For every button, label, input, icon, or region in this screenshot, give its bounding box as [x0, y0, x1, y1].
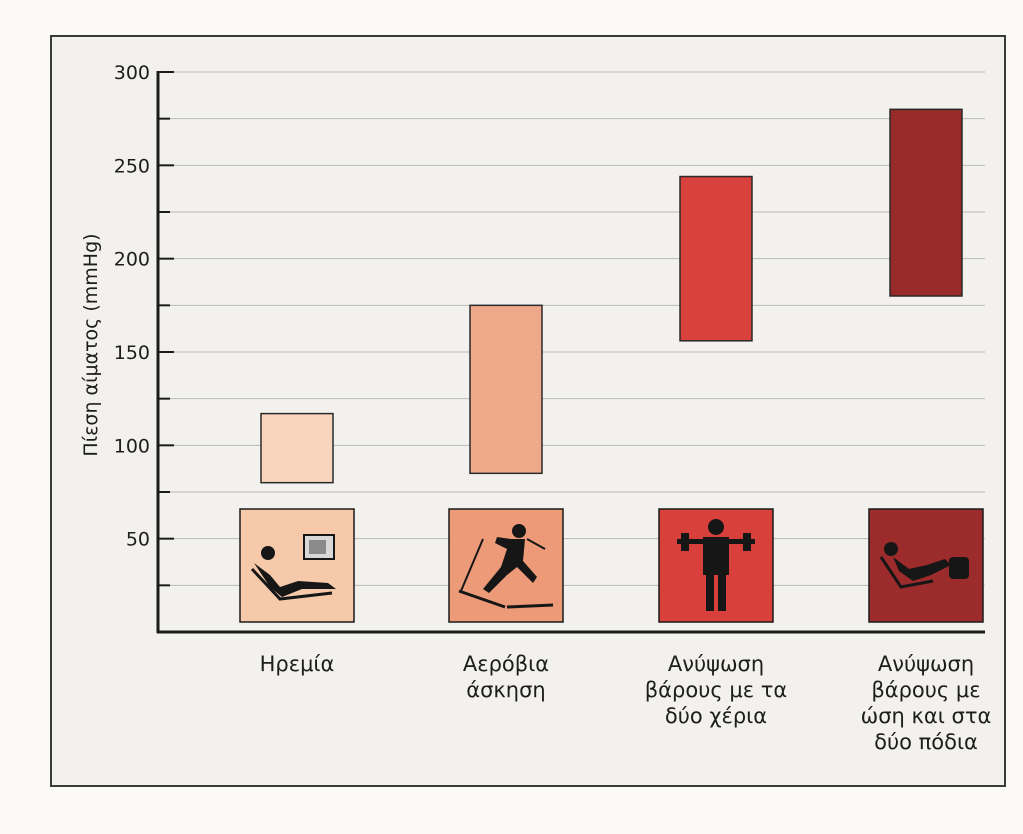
y-tick-label: 200 — [114, 249, 150, 271]
y-tick-label: 50 — [126, 529, 150, 551]
icons — [239, 508, 984, 623]
category-label: δύο πόδια — [874, 730, 978, 754]
head-shape — [261, 546, 275, 560]
leg-shape — [706, 573, 714, 611]
icon-box — [239, 508, 355, 623]
pole-shape — [526, 538, 546, 550]
tv-screen — [309, 540, 326, 554]
ski-shape — [506, 603, 554, 609]
cross-country-skier-icon — [448, 508, 564, 623]
chair-shape — [250, 567, 333, 601]
torso-shape — [703, 537, 729, 575]
category-label: άσκηση — [466, 678, 545, 702]
seat-shape — [879, 556, 934, 589]
leg-press-icon — [868, 508, 984, 623]
range-bar — [469, 304, 543, 475]
y-axis-label: Πίεση αίματος (mmHg) — [80, 233, 102, 456]
y-tick-label: 250 — [114, 155, 150, 177]
category-label: Ηρεμία — [260, 652, 335, 676]
category-label: δύο χέρια — [665, 704, 767, 728]
y-tick-label: 100 — [114, 435, 150, 457]
y-tick-label: 150 — [114, 342, 150, 364]
head-shape — [708, 519, 724, 535]
head-shape — [884, 542, 898, 556]
pole-shape — [460, 538, 484, 592]
weight-stack-shape — [949, 557, 969, 579]
category-label: βάρους με τα — [645, 678, 787, 702]
category-label: βάρους με — [871, 678, 980, 702]
ski-shape — [458, 589, 506, 609]
plate-shape — [743, 533, 751, 551]
ticks: 50 100 150 200 250 300 — [114, 62, 174, 587]
range-bar — [679, 175, 753, 342]
plate-shape — [681, 533, 689, 551]
head-shape — [512, 524, 526, 538]
range-bar — [260, 412, 334, 484]
reclining-person-tv-icon — [239, 508, 355, 623]
bars — [260, 108, 963, 484]
leg-shape — [718, 573, 726, 611]
weightlifter-icon — [658, 508, 774, 623]
y-tick-label: 300 — [114, 62, 150, 84]
body-shape — [254, 563, 336, 597]
category-label: Ανύψωση — [668, 652, 764, 676]
category-label: Αερόβια — [463, 652, 549, 676]
range-bar — [889, 108, 963, 297]
category-label: ώση και στα — [861, 704, 992, 728]
body-shape — [893, 557, 951, 581]
body-shape — [483, 537, 537, 593]
category-label: Ανύψωση — [878, 652, 974, 676]
